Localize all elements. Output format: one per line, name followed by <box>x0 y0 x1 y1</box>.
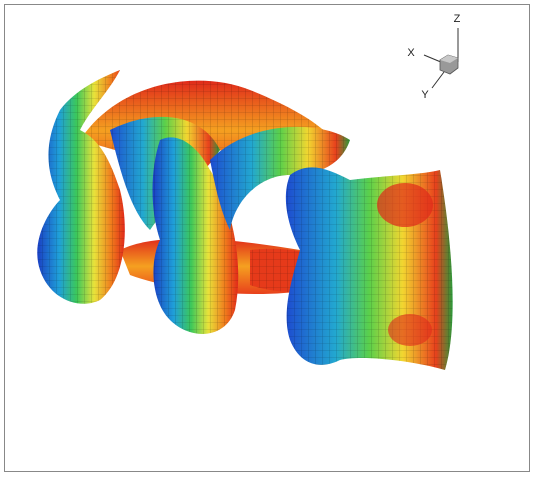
viewport: Z X Y <box>0 0 534 477</box>
y-axis-label: Y <box>421 89 429 101</box>
x-axis-label: X <box>407 47 415 59</box>
page: {"axes": {"z_label": "Z", "x_label": "X"… <box>0 0 534 477</box>
z-axis-label: Z <box>454 13 461 25</box>
